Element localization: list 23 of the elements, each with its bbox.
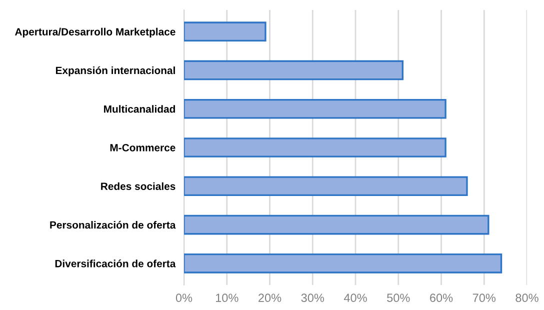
bar xyxy=(184,138,446,158)
x-tick-label: 50% xyxy=(387,294,410,302)
bar xyxy=(184,254,502,274)
x-tick-label: 60% xyxy=(430,294,453,302)
x-tick-label: 0% xyxy=(176,294,192,302)
x-tick-label: 30% xyxy=(301,294,324,302)
y-tick-label: Multicanalidad xyxy=(104,105,175,113)
bar xyxy=(184,60,404,80)
bar xyxy=(184,22,266,42)
y-tick-label: Diversificación de oferta xyxy=(55,260,176,268)
x-tick-label: 20% xyxy=(258,294,282,302)
x-tick-label: 40% xyxy=(344,294,367,302)
bar xyxy=(184,176,468,196)
y-tick-label: Personalización de oferta xyxy=(50,220,176,229)
y-tick-label: Redes sociales xyxy=(101,182,176,190)
y-tick-label: M-Commerce xyxy=(110,144,176,152)
bar xyxy=(184,214,490,235)
x-tick-label: 10% xyxy=(216,294,238,302)
x-tick-label: 70% xyxy=(472,294,496,302)
y-tick-label: Expansión internacional xyxy=(56,66,175,76)
y-tick-label: Apertura/Desarrollo Marketplace xyxy=(14,28,176,38)
x-tick-label: 80% xyxy=(516,294,538,302)
bar xyxy=(184,98,446,119)
